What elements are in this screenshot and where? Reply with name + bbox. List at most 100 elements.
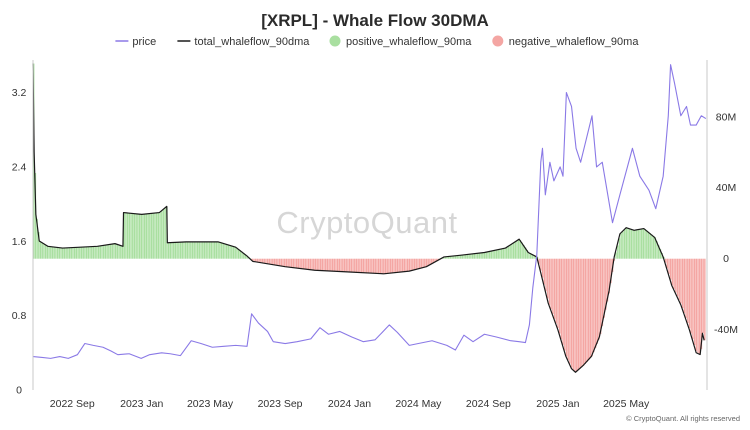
positive-flow-bar [495, 250, 498, 259]
negative-flow-bar [268, 258, 271, 264]
positive-flow-bar [485, 252, 487, 259]
positive-flow-bar [519, 240, 522, 259]
positive-flow-bar [169, 242, 172, 259]
right-tick-label: 80M [716, 111, 736, 123]
positive-flow-bar [85, 246, 88, 259]
positive-flow-bar [138, 214, 141, 259]
positive-flow-bar [126, 212, 129, 259]
positive-flow-bar [449, 256, 452, 259]
positive-flow-bar [659, 249, 662, 259]
positive-flow-bar [528, 252, 530, 259]
negative-flow-bar [296, 258, 298, 268]
negative-flow-bar [424, 258, 426, 268]
negative-flow-bar [562, 258, 564, 345]
negative-flow-bar [398, 258, 400, 273]
legend-item-negative-whaleflow-90ma[interactable]: negative_whaleflow_90ma [492, 35, 639, 49]
negative-flow-bar [326, 258, 329, 271]
positive-flow-bar [128, 213, 131, 259]
positive-flow-bar [33, 63, 35, 259]
positive-flow-bar [497, 249, 499, 259]
positive-flow-bar [504, 248, 506, 259]
negative-flow-bar [673, 258, 675, 289]
positive-flow-bar [478, 253, 481, 259]
positive-flow-bar [135, 213, 137, 259]
negative-flow-bar [396, 258, 399, 273]
positive-flow-bar [171, 242, 173, 259]
positive-flow-bar [116, 244, 119, 259]
positive-flow-bar [191, 241, 194, 259]
positive-flow-bar [193, 241, 195, 259]
positive-flow-bar [518, 239, 520, 259]
positive-flow-bar [56, 247, 59, 259]
positive-flow-bar [121, 245, 124, 259]
positive-flow-bar [622, 231, 624, 259]
left-tick-label: 0 [16, 385, 22, 397]
positive-flow-bar [212, 241, 214, 259]
negative-flow-bar [538, 258, 540, 264]
negative-flow-bar [374, 258, 376, 274]
positive-flow-bar [155, 212, 158, 259]
positive-flow-bar [652, 236, 655, 259]
positive-flow-bar [198, 241, 201, 259]
positive-flow-bar [111, 244, 113, 259]
negative-flow-bar [693, 258, 696, 346]
negative-flow-bar [598, 258, 600, 340]
positive-flow-bar [658, 245, 660, 259]
negative-flow-bar [304, 258, 306, 270]
copyright-footer: © CryptoQuant. All rights reserved [626, 414, 740, 423]
positive-flow-bar [524, 247, 527, 259]
positive-flow-bar [184, 241, 187, 259]
positive-flow-bar [162, 209, 165, 259]
negative-flow-bar [367, 258, 370, 273]
negative-flow-bar [608, 258, 610, 294]
negative-flow-bar [434, 258, 436, 263]
negative-flow-bar [683, 258, 686, 314]
total-whaleflow-line [32, 63, 705, 373]
positive-flow-bar [164, 208, 166, 259]
positive-flow-bar [646, 230, 648, 259]
x-tick-label: 2022 Sep [50, 398, 95, 410]
negative-flow-bar [343, 258, 346, 272]
legend-item-price[interactable]: price [115, 36, 156, 48]
positive-flow-bar [173, 242, 175, 259]
positive-flow-bar [75, 247, 78, 259]
negative-flow-bar [287, 258, 289, 267]
negative-flow-bar [265, 258, 267, 264]
positive-flow-bar [65, 247, 67, 259]
positive-flow-bar [55, 247, 57, 259]
negative-flow-bar [430, 258, 433, 265]
negative-flow-bar [391, 258, 394, 273]
negative-flow-bar [591, 258, 593, 357]
negative-flow-bar [553, 258, 556, 319]
positive-flow-bar [195, 241, 197, 259]
positive-flow-bar [241, 251, 243, 259]
positive-flow-bar [502, 248, 505, 259]
legend-item-positive-whaleflow-90ma[interactable]: positive_whaleflow_90ma [329, 35, 473, 49]
negative-flow-bar [540, 258, 542, 271]
positive-flow-bar [43, 243, 45, 259]
positive-flow-bar [488, 251, 491, 259]
positive-flow-bar [647, 231, 650, 259]
positive-flow-bar [236, 247, 238, 259]
positive-flow-bar [144, 214, 146, 259]
positive-flow-bar [243, 252, 245, 259]
negative-flow-bar [347, 258, 349, 272]
negative-flow-bar [319, 258, 322, 271]
negative-flow-bar [359, 258, 361, 273]
negative-flow-bar [263, 258, 265, 264]
negative-flow-bar [574, 258, 576, 372]
x-tick-label: 2024 Jan [328, 398, 371, 410]
legend-item-total-whaleflow-90dma[interactable]: total_whaleflow_90dma [177, 36, 310, 48]
positive-flow-bar [58, 247, 61, 259]
positive-flow-bar [651, 234, 653, 259]
positive-flow-bar [487, 251, 489, 259]
negative-flow-bar [331, 258, 334, 272]
positive-flow-bar [623, 229, 626, 259]
right-tick-label: -40M [714, 324, 738, 336]
positive-flow-bar [123, 212, 125, 259]
negative-flow-bar [348, 258, 351, 272]
negative-flow-bar [309, 258, 312, 270]
negative-flow-bar [570, 258, 573, 368]
positive-flow-bar [149, 213, 151, 259]
